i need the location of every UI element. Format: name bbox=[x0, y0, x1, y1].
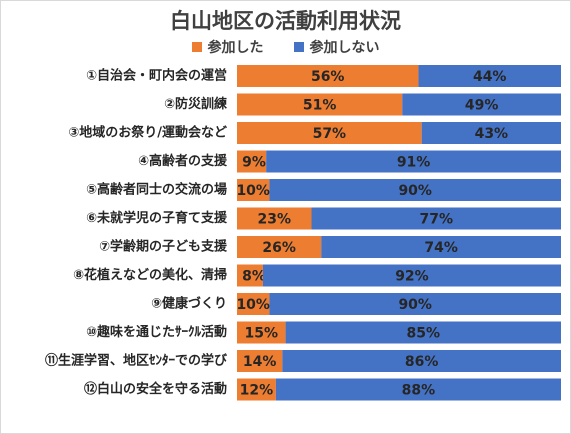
category-label: ③地域のお祭り/運動会など bbox=[68, 125, 227, 141]
value-label-not-participated: 74% bbox=[424, 240, 458, 256]
bar-not-participated bbox=[418, 65, 561, 87]
category-label: ①自治会・町内会の運営 bbox=[86, 68, 227, 84]
legend-swatch-not-participated bbox=[293, 42, 304, 52]
value-label-participated: 56% bbox=[311, 69, 345, 85]
legend-swatch-participated bbox=[191, 42, 202, 52]
value-label-not-participated: 91% bbox=[397, 155, 431, 171]
bar-not-participated bbox=[266, 150, 561, 173]
bar-participated bbox=[237, 293, 270, 315]
value-label-not-participated: 86% bbox=[405, 354, 439, 370]
category-label: ⑪生涯学習、地区ｾﾝﾀｰでの学び bbox=[45, 353, 228, 369]
bar-not-participated bbox=[282, 350, 561, 372]
bar-not-participated bbox=[262, 264, 561, 287]
category-label: ⑧花植えなどの美化、清掃 bbox=[73, 267, 227, 283]
legend-item-participated: 参加した bbox=[191, 37, 264, 57]
bar-participated bbox=[237, 122, 422, 144]
bar-not-participated bbox=[275, 378, 561, 401]
category-label: ⑨健康づくり bbox=[151, 296, 227, 312]
bar-not-participated bbox=[421, 122, 561, 144]
bar-not-participated bbox=[402, 93, 561, 116]
bar-participated bbox=[237, 350, 283, 372]
bar-not-participated bbox=[321, 236, 561, 258]
bar-participated bbox=[237, 378, 276, 401]
value-label-participated: 15% bbox=[245, 326, 279, 342]
bar-participated bbox=[237, 207, 312, 230]
value-label-not-participated: 77% bbox=[420, 212, 454, 228]
bar-not-participated bbox=[269, 293, 561, 315]
legend-label-participated: 参加した bbox=[207, 40, 264, 56]
value-label-not-participated: 49% bbox=[465, 98, 499, 114]
legend-label-not-participated: 参加しない bbox=[309, 40, 380, 56]
value-label-participated: 10% bbox=[236, 183, 270, 199]
bar-participated bbox=[237, 65, 419, 87]
legend: 参加した 参加しない bbox=[1, 37, 570, 57]
value-label-participated: 9% bbox=[242, 155, 266, 171]
category-label: ⑫白山の安全を守る活動 bbox=[84, 381, 227, 397]
value-label-not-participated: 88% bbox=[402, 383, 436, 399]
value-label-not-participated: 44% bbox=[473, 69, 507, 85]
category-label: ⑩趣味を通じたｻｰｸﾙ活動 bbox=[86, 324, 227, 340]
category-label: ④高齢者の支援 bbox=[138, 153, 228, 169]
value-label-participated: 51% bbox=[303, 98, 337, 114]
bar-not-participated bbox=[285, 321, 561, 344]
value-label-participated: 26% bbox=[262, 240, 296, 256]
bar-participated bbox=[237, 179, 270, 201]
bar-not-participated bbox=[311, 207, 561, 230]
value-label-not-participated: 43% bbox=[475, 126, 509, 142]
value-label-not-participated: 90% bbox=[398, 183, 432, 199]
bar-participated bbox=[237, 93, 403, 116]
value-label-participated: 23% bbox=[258, 212, 292, 228]
value-label-participated: 57% bbox=[313, 126, 347, 142]
bar-participated bbox=[237, 264, 263, 287]
category-label: ②防災訓練 bbox=[164, 96, 227, 112]
category-label: ⑦学齢期の子ども支援 bbox=[99, 239, 228, 255]
value-label-participated: 10% bbox=[236, 297, 270, 313]
category-label: ⑥未就学児の子育て支援 bbox=[86, 210, 228, 226]
bar-participated bbox=[237, 236, 322, 258]
value-label-not-participated: 90% bbox=[398, 297, 432, 313]
value-label-participated: 14% bbox=[243, 354, 277, 370]
value-label-not-participated: 85% bbox=[407, 326, 441, 342]
value-label-participated: 12% bbox=[240, 383, 274, 399]
chart-title: 白山地区の活動利用状況 bbox=[170, 9, 401, 33]
value-label-participated: 8% bbox=[242, 269, 266, 285]
bar-participated bbox=[237, 150, 267, 173]
bar-participated bbox=[237, 321, 286, 344]
category-label: ⑤高齢者同士の交流の場 bbox=[86, 182, 227, 198]
value-label-not-participated: 92% bbox=[395, 269, 429, 285]
legend-item-not-participated: 参加しない bbox=[293, 37, 380, 57]
bar-not-participated bbox=[269, 179, 561, 201]
